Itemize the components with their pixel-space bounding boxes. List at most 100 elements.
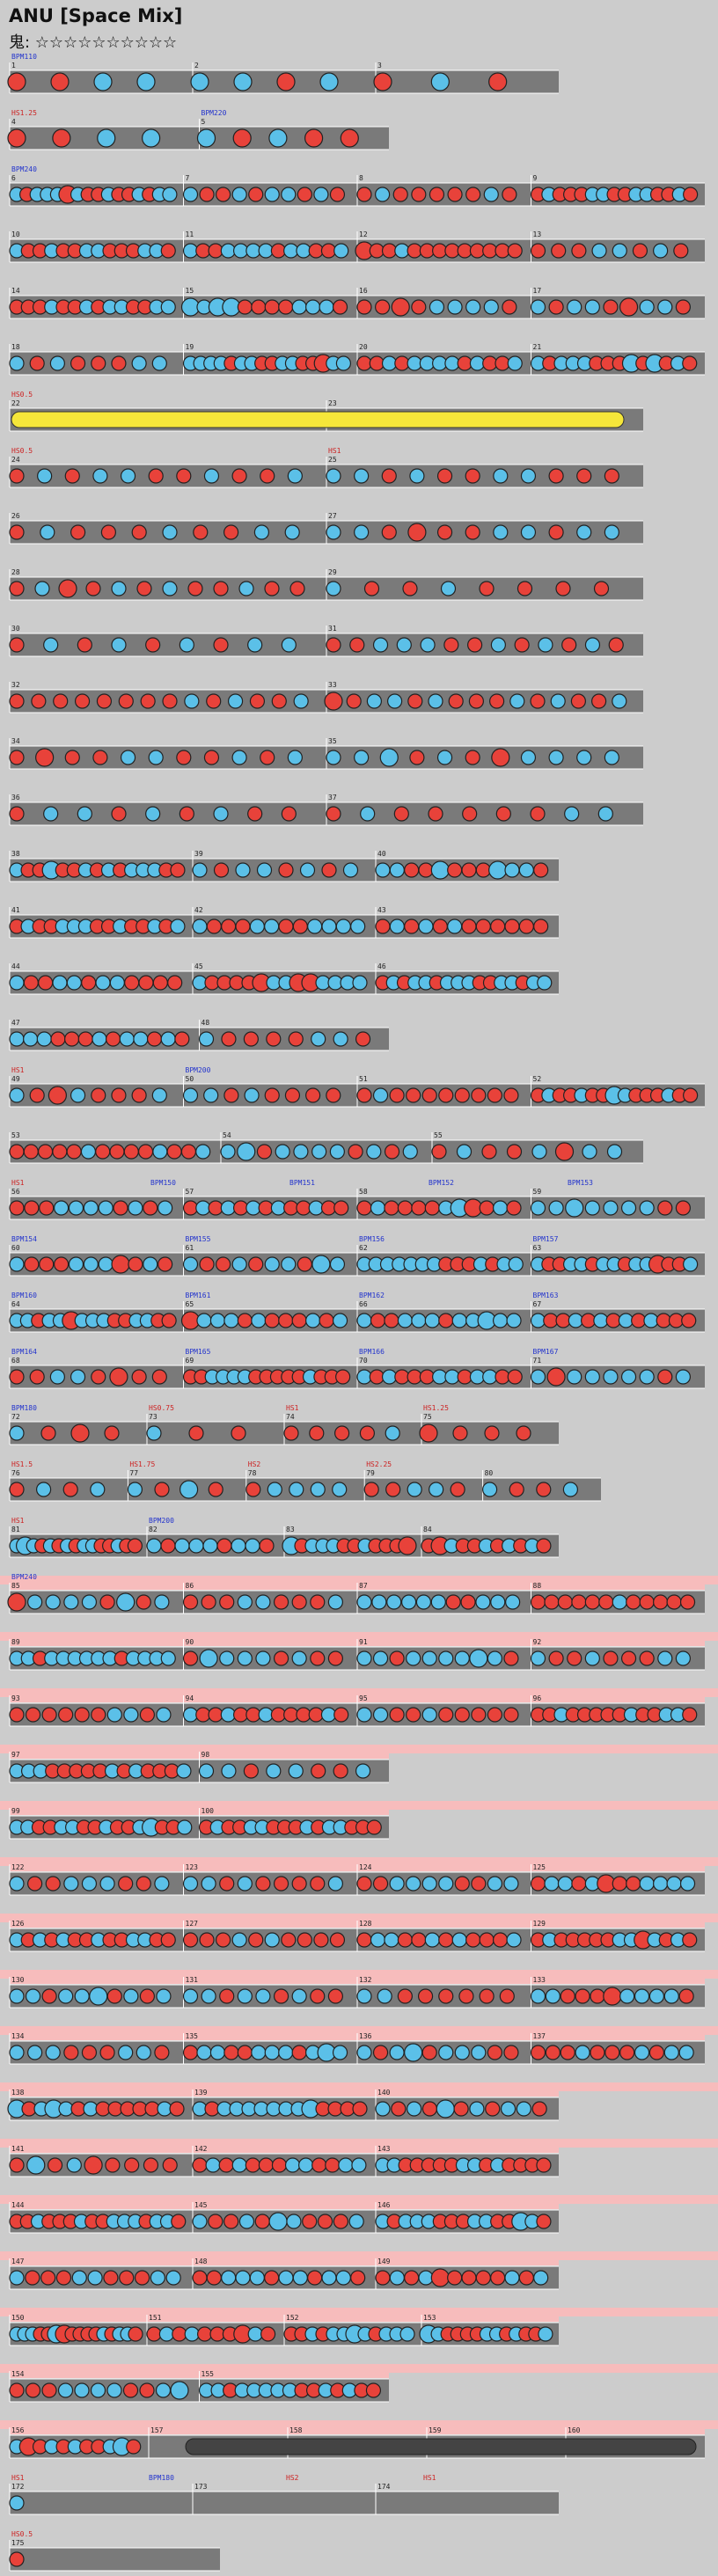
note	[259, 1538, 275, 1554]
note	[296, 1200, 311, 1216]
note	[245, 1482, 261, 1497]
measure-number: 59	[533, 1188, 542, 1196]
note	[41, 2382, 57, 2398]
note	[213, 862, 230, 878]
note	[143, 2157, 159, 2173]
note	[74, 1988, 90, 2004]
note	[47, 2157, 63, 2173]
note	[123, 1707, 139, 1723]
note	[160, 299, 176, 315]
note	[447, 187, 463, 202]
note	[506, 1932, 522, 1948]
note	[206, 2270, 222, 2286]
note	[187, 581, 203, 596]
note	[487, 2045, 503, 2060]
note	[492, 1200, 509, 1216]
note	[338, 2157, 354, 2173]
measure-number: 76	[11, 1469, 20, 1477]
note	[308, 1200, 324, 1216]
note	[209, 1313, 226, 1328]
measure-number: 93	[11, 1694, 20, 1702]
note	[160, 1932, 176, 1948]
measure-number: 152	[286, 2314, 299, 2322]
note	[404, 918, 420, 934]
measure-number: 56	[11, 1188, 20, 1196]
note	[657, 1650, 673, 1666]
note	[145, 806, 161, 822]
note	[35, 748, 55, 767]
measure-number: 7	[186, 174, 190, 182]
note	[118, 1876, 134, 1892]
note	[536, 1538, 552, 1554]
note	[182, 1650, 199, 1666]
note	[668, 1313, 685, 1328]
command-label: HS1.25	[11, 109, 37, 117]
note	[9, 468, 25, 484]
note	[653, 1594, 669, 1610]
note	[571, 243, 587, 259]
note	[25, 1707, 41, 1723]
note	[216, 1932, 231, 1948]
note	[9, 2551, 25, 2567]
note	[620, 1650, 637, 1666]
note	[105, 1031, 121, 1047]
command-label: HS2	[248, 1460, 261, 1468]
measure-number: 85	[11, 1582, 20, 1590]
note	[90, 1482, 106, 1497]
measure-number: 124	[359, 1863, 372, 1871]
note	[111, 1087, 127, 1103]
note	[506, 1200, 522, 1216]
note	[584, 299, 600, 315]
command-label: HS2	[286, 2474, 299, 2482]
note	[663, 2045, 679, 2060]
pink-band	[0, 2364, 718, 2373]
note	[326, 806, 341, 822]
note	[219, 1594, 235, 1610]
note	[40, 524, 55, 540]
note	[128, 1200, 143, 1216]
note	[335, 1369, 351, 1385]
note	[469, 1649, 488, 1668]
note	[91, 1707, 106, 1723]
note	[308, 1707, 324, 1723]
note	[502, 187, 517, 202]
note	[137, 1144, 154, 1160]
note	[255, 1650, 271, 1666]
note	[278, 862, 294, 878]
note	[430, 860, 450, 880]
note	[237, 1142, 256, 1161]
note	[152, 975, 168, 991]
note	[70, 1369, 86, 1385]
note	[24, 1256, 40, 1272]
note	[287, 750, 303, 765]
measure-number: 130	[11, 1976, 25, 1984]
note	[520, 750, 537, 765]
note	[454, 2045, 470, 2060]
note	[127, 1482, 143, 1497]
note	[619, 297, 639, 317]
measure-number: 17	[533, 287, 542, 295]
note	[428, 806, 443, 822]
note	[411, 1932, 427, 1948]
measure-number: 129	[533, 1920, 546, 1928]
note	[604, 468, 619, 484]
note	[666, 1876, 682, 1892]
note	[266, 1763, 282, 1779]
note	[264, 1313, 280, 1328]
note	[310, 1594, 326, 1610]
note	[507, 355, 523, 371]
note	[409, 750, 425, 765]
command-label: HS1.25	[423, 1404, 449, 1412]
note	[479, 1200, 495, 1216]
note	[407, 243, 422, 259]
measure-number: 61	[186, 1244, 194, 1252]
note	[63, 1876, 79, 1892]
note	[457, 355, 473, 371]
measure-number: 100	[201, 1807, 215, 1815]
note	[335, 355, 352, 371]
note	[452, 1425, 468, 1441]
note	[479, 1988, 495, 2004]
note	[406, 1650, 421, 1666]
measure-number: 10	[11, 231, 20, 238]
note	[68, 1256, 84, 1272]
